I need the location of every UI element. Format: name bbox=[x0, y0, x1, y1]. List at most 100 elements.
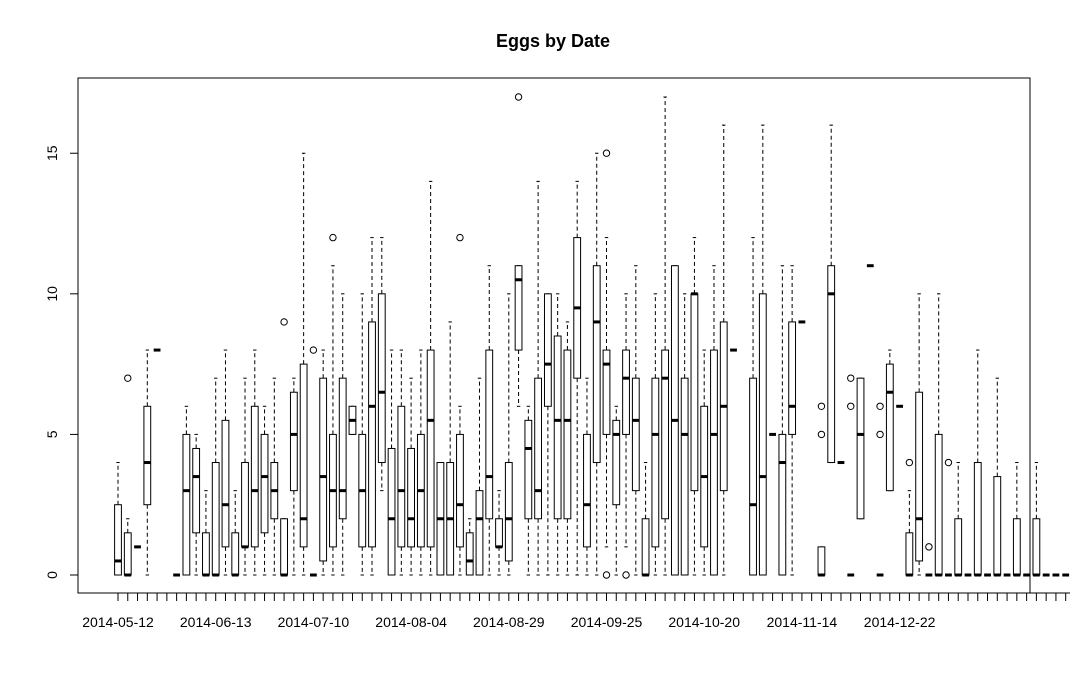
box-51 bbox=[602, 149, 611, 579]
box-17 bbox=[270, 377, 279, 576]
box-69 bbox=[778, 265, 787, 576]
box-21 bbox=[309, 346, 318, 577]
box-55 bbox=[641, 462, 650, 577]
iqr-box bbox=[231, 532, 240, 576]
box-34 bbox=[436, 462, 445, 576]
box-49 bbox=[583, 377, 591, 576]
box-22 bbox=[319, 349, 328, 576]
box-70 bbox=[788, 265, 797, 576]
iqr-box bbox=[221, 419, 230, 548]
iqr-box bbox=[817, 546, 826, 576]
iqr-box bbox=[377, 293, 386, 464]
box-86 bbox=[944, 458, 953, 577]
iqr-box bbox=[973, 462, 982, 576]
box-32 bbox=[416, 349, 425, 576]
iqr-box bbox=[602, 349, 611, 435]
x-tick-label: 2014-12-22 bbox=[864, 614, 936, 630]
outlier-point bbox=[456, 233, 464, 242]
outlier-point bbox=[124, 374, 132, 382]
box-13 bbox=[231, 490, 240, 577]
iqr-box bbox=[710, 349, 718, 576]
iqr-box bbox=[641, 518, 650, 576]
x-tick-label: 2014-07-10 bbox=[278, 614, 350, 630]
iqr-box bbox=[827, 265, 836, 464]
box-30 bbox=[397, 349, 406, 576]
box-85 bbox=[934, 293, 943, 577]
box-8 bbox=[182, 405, 191, 576]
box-37 bbox=[465, 518, 474, 576]
box-39 bbox=[485, 265, 494, 576]
box-83 bbox=[915, 293, 924, 576]
box-35 bbox=[446, 321, 455, 576]
iqr-box bbox=[915, 391, 924, 562]
box-66 bbox=[749, 237, 757, 576]
box-27 bbox=[368, 237, 376, 576]
y-axis: 0 5 10 15 bbox=[44, 145, 79, 579]
outlier-point bbox=[602, 571, 611, 579]
outlier-point bbox=[817, 402, 826, 410]
outlier-point bbox=[309, 346, 318, 354]
iqr-box bbox=[280, 518, 288, 576]
iqr-box bbox=[534, 377, 543, 520]
iqr-box bbox=[465, 532, 474, 576]
iqr-box bbox=[211, 462, 220, 576]
box-50 bbox=[592, 152, 601, 576]
box-2 bbox=[123, 374, 132, 577]
iqr-box bbox=[338, 377, 347, 520]
iqr-box bbox=[182, 433, 191, 576]
iqr-box bbox=[680, 377, 689, 576]
x-tick-label: 2014-06-13 bbox=[180, 614, 252, 630]
box-4 bbox=[143, 349, 152, 576]
box-9 bbox=[192, 433, 201, 576]
box-77 bbox=[856, 377, 865, 520]
box-1 bbox=[114, 462, 122, 576]
box-46 bbox=[553, 293, 562, 576]
iqr-box bbox=[690, 293, 699, 492]
outlier-point bbox=[817, 430, 826, 439]
iqr-box bbox=[622, 349, 630, 435]
box-42 bbox=[514, 93, 523, 407]
box-59 bbox=[680, 293, 689, 576]
iqr-box bbox=[475, 490, 484, 576]
outlier-point bbox=[876, 402, 884, 410]
iqr-box bbox=[250, 405, 259, 548]
iqr-box bbox=[368, 321, 376, 548]
iqr-box bbox=[426, 349, 435, 548]
box-31 bbox=[407, 377, 416, 576]
box-61 bbox=[700, 349, 709, 576]
iqr-box bbox=[387, 447, 396, 576]
box-23 bbox=[329, 233, 337, 576]
box-76 bbox=[847, 374, 855, 577]
box-24 bbox=[338, 293, 347, 576]
iqr-box bbox=[905, 532, 914, 576]
y-tick-label: 0 bbox=[44, 571, 60, 579]
iqr-box bbox=[592, 265, 601, 464]
outlier-point bbox=[847, 402, 855, 410]
iqr-box bbox=[553, 335, 562, 520]
box-18 bbox=[280, 318, 288, 577]
iqr-box bbox=[661, 349, 670, 520]
x-tick-label: 2014-10-20 bbox=[668, 614, 740, 630]
iqr-box bbox=[299, 363, 308, 548]
iqr-box bbox=[954, 518, 963, 576]
box-38 bbox=[475, 377, 484, 576]
box-87 bbox=[954, 462, 963, 577]
iqr-box bbox=[1032, 518, 1041, 576]
outlier-point bbox=[905, 458, 914, 467]
box-53 bbox=[622, 293, 630, 579]
iqr-box bbox=[885, 363, 894, 492]
box-74 bbox=[827, 124, 836, 464]
outlier-point bbox=[876, 430, 884, 439]
iqr-box bbox=[631, 377, 640, 492]
box-25 bbox=[348, 405, 357, 435]
box-84 bbox=[925, 543, 933, 577]
iqr-box bbox=[397, 405, 406, 548]
box-43 bbox=[524, 405, 533, 576]
iqr-box bbox=[114, 504, 122, 576]
box-29 bbox=[387, 349, 396, 576]
iqr-box bbox=[456, 433, 464, 548]
box-10 bbox=[202, 490, 210, 577]
box-28 bbox=[377, 237, 386, 492]
box-41 bbox=[504, 293, 513, 576]
